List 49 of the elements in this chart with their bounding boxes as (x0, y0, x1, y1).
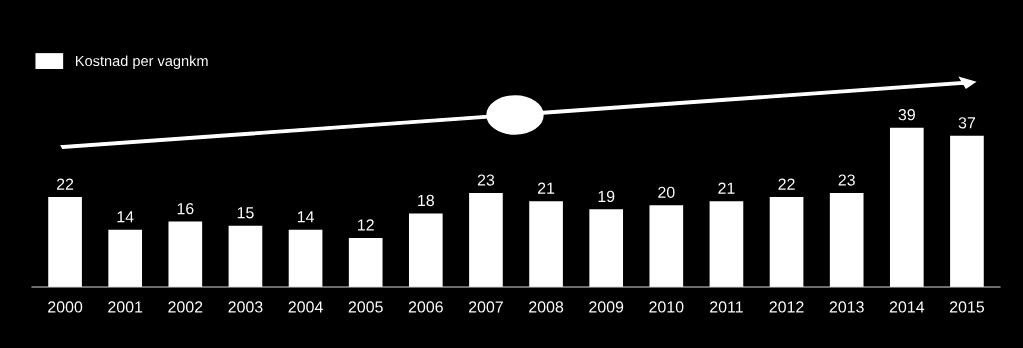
x-tick-label: 2015 (949, 301, 985, 313)
x-tick-label: 2006 (408, 301, 443, 313)
data-label: 23 (477, 174, 495, 186)
data-label: 37 (958, 117, 976, 129)
bar (950, 135, 984, 287)
data-label: 22 (778, 178, 795, 190)
bar (469, 193, 503, 287)
legend-label: Kostnad per vagnkm (76, 55, 208, 69)
data-label: 14 (117, 211, 134, 223)
x-tick-label: 2004 (288, 301, 323, 313)
x-tick-label: 2002 (168, 301, 203, 313)
x-tick-label: 2012 (769, 301, 804, 313)
bar (529, 201, 563, 287)
data-label: 15 (237, 207, 254, 219)
data-label: 22 (56, 178, 74, 190)
data-label: 18 (418, 194, 434, 207)
x-tick-label: 2001 (108, 301, 143, 313)
bar (769, 197, 804, 287)
data-label: 23 (838, 174, 855, 186)
data-label: 12 (358, 219, 374, 231)
bar (889, 127, 924, 287)
bar (589, 209, 624, 287)
bar (649, 205, 684, 287)
data-label: 19 (598, 190, 615, 203)
x-tick-label: 2007 (468, 301, 503, 313)
x-tick-label: 2010 (649, 301, 684, 313)
data-label: 39 (898, 109, 915, 121)
x-tick-label: 2005 (348, 301, 383, 313)
data-label: 21 (537, 182, 555, 194)
data-label: 21 (718, 182, 735, 194)
data-label: 20 (658, 186, 675, 198)
bar (709, 201, 744, 287)
data-label: 14 (297, 211, 314, 223)
bar (108, 229, 143, 287)
x-tick-label: 2013 (829, 301, 864, 313)
bar (168, 221, 203, 287)
x-tick-label: 2008 (529, 301, 564, 313)
x-tick-label: 2014 (889, 301, 925, 313)
bar (48, 197, 82, 287)
bar (408, 213, 443, 287)
x-tick-label: 2009 (589, 301, 624, 313)
x-tick-label: 2000 (48, 301, 83, 313)
x-tick-label: 2011 (710, 301, 743, 313)
bar (228, 225, 263, 287)
bar (829, 193, 864, 287)
bar (288, 229, 323, 287)
x-tick-label: 2003 (228, 301, 263, 313)
data-label: 16 (177, 202, 194, 215)
bar (348, 237, 383, 287)
